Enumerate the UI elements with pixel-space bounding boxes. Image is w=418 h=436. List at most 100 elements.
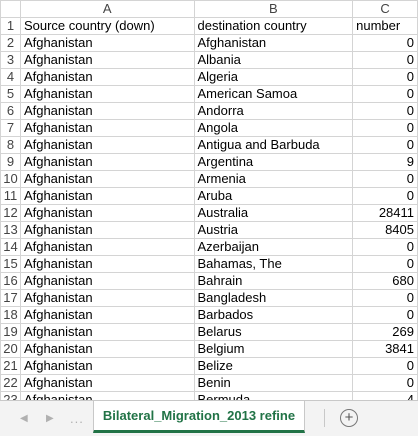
row-header[interactable]: 6 [0, 102, 21, 120]
table-cell[interactable]: 0 [352, 102, 418, 120]
row-header[interactable]: 16 [0, 272, 21, 290]
table-cell[interactable]: Afghanistan [19, 272, 195, 290]
row-header[interactable]: 14 [0, 238, 21, 256]
table-cell[interactable]: 0 [352, 374, 418, 392]
row-header[interactable]: 21 [0, 357, 21, 375]
row-header[interactable]: 19 [0, 323, 21, 341]
table-cell[interactable]: 0 [352, 357, 418, 375]
table-cell[interactable]: 4 [352, 391, 418, 400]
table-cell[interactable]: Afghanistan [19, 391, 195, 400]
table-cell[interactable]: Afghanistan [19, 51, 195, 69]
row-header[interactable]: 7 [0, 119, 21, 137]
table-cell[interactable]: 0 [352, 68, 418, 86]
column-header-a[interactable]: A [19, 0, 195, 18]
table-cell[interactable]: Antigua and Barbuda [193, 136, 354, 154]
table-cell[interactable]: 0 [352, 238, 418, 256]
table-cell[interactable]: Azerbaijan [193, 238, 354, 256]
table-cell[interactable]: 0 [352, 289, 418, 307]
row-header[interactable]: 3 [0, 51, 21, 69]
table-cell[interactable]: Afghanistan [19, 153, 195, 171]
table-cell[interactable]: Afghanistan [19, 204, 195, 222]
table-cell[interactable]: Afghanistan [19, 34, 195, 52]
table-cell[interactable]: Afghanistan [19, 289, 195, 307]
table-cell[interactable]: Bahamas, The [193, 255, 354, 273]
row-header[interactable]: 13 [0, 221, 21, 239]
table-cell[interactable]: Afghanistan [19, 136, 195, 154]
table-cell[interactable]: 0 [352, 170, 418, 188]
table-cell[interactable]: Afghanistan [19, 119, 195, 137]
table-cell[interactable]: Algeria [193, 68, 354, 86]
table-cell[interactable]: Andorra [193, 102, 354, 120]
table-cell[interactable]: Afghanistan [19, 187, 195, 205]
table-cell[interactable]: Belarus [193, 323, 354, 341]
row-header[interactable]: 23 [0, 391, 21, 400]
table-cell[interactable]: Afghanistan [19, 238, 195, 256]
row-header[interactable]: 2 [0, 34, 21, 52]
table-cell[interactable]: Australia [193, 204, 354, 222]
plus-circle-icon[interactable]: + [340, 409, 358, 427]
table-cell[interactable]: Bangladesh [193, 289, 354, 307]
row-header[interactable]: 1 [0, 17, 21, 35]
table-cell[interactable]: Belize [193, 357, 354, 375]
ellipsis-icon[interactable]: ... [70, 411, 84, 426]
table-cell[interactable]: Afghanistan [19, 102, 195, 120]
header-cell[interactable]: number [352, 17, 418, 35]
table-cell[interactable]: 9 [352, 153, 418, 171]
table-cell[interactable]: American Samoa [193, 85, 354, 103]
table-cell[interactable]: Benin [193, 374, 354, 392]
spreadsheet-grid[interactable]: A B C 1 Source country (down) destination … [0, 0, 418, 400]
table-cell[interactable]: 28411 [352, 204, 418, 222]
column-header-b[interactable]: B [193, 0, 354, 18]
row-header[interactable]: 9 [0, 153, 21, 171]
table-cell[interactable]: 0 [352, 255, 418, 273]
table-cell[interactable]: 0 [352, 85, 418, 103]
table-cell[interactable]: 3841 [352, 340, 418, 358]
table-cell[interactable]: Afghanistan [19, 68, 195, 86]
table-cell[interactable]: 0 [352, 136, 418, 154]
select-all-corner[interactable] [0, 0, 21, 18]
table-cell[interactable]: Afghanistan [193, 34, 354, 52]
table-cell[interactable]: Belgium [193, 340, 354, 358]
table-cell[interactable]: 8405 [352, 221, 418, 239]
table-cell[interactable]: Afghanistan [19, 340, 195, 358]
table-cell[interactable]: 0 [352, 306, 418, 324]
table-cell[interactable]: Afghanistan [19, 374, 195, 392]
row-header[interactable]: 5 [0, 85, 21, 103]
table-cell[interactable]: 269 [352, 323, 418, 341]
table-cell[interactable]: Albania [193, 51, 354, 69]
table-cell[interactable]: Bermuda [193, 391, 354, 400]
sheet-tab-active[interactable]: Bilateral_Migration_2013 refine [93, 401, 305, 433]
table-cell[interactable]: Bahrain [193, 272, 354, 290]
table-cell[interactable]: 0 [352, 51, 418, 69]
table-cell[interactable]: Afghanistan [19, 255, 195, 273]
row-header[interactable]: 4 [0, 68, 21, 86]
row-header[interactable]: 17 [0, 289, 21, 307]
table-cell[interactable]: Austria [193, 221, 354, 239]
table-cell[interactable]: Argentina [193, 153, 354, 171]
table-cell[interactable]: 0 [352, 187, 418, 205]
row-header[interactable]: 11 [0, 187, 21, 205]
table-cell[interactable]: Afghanistan [19, 221, 195, 239]
table-cell[interactable]: 680 [352, 272, 418, 290]
row-header[interactable]: 20 [0, 340, 21, 358]
table-cell[interactable]: Barbados [193, 306, 354, 324]
row-header[interactable]: 12 [0, 204, 21, 222]
header-cell[interactable]: destination country [193, 17, 354, 35]
column-header-c[interactable]: C [352, 0, 418, 18]
table-cell[interactable]: 0 [352, 34, 418, 52]
header-cell[interactable]: Source country (down) [19, 17, 195, 35]
table-cell[interactable]: Aruba [193, 187, 354, 205]
row-header[interactable]: 15 [0, 255, 21, 273]
table-cell[interactable]: Afghanistan [19, 306, 195, 324]
table-cell[interactable]: Armenia [193, 170, 354, 188]
table-cell[interactable]: Afghanistan [19, 357, 195, 375]
row-header[interactable]: 8 [0, 136, 21, 154]
triangle-left-icon[interactable]: ◀ [20, 413, 28, 424]
row-header[interactable]: 22 [0, 374, 21, 392]
table-cell[interactable]: Angola [193, 119, 354, 137]
row-header[interactable]: 18 [0, 306, 21, 324]
table-cell[interactable]: 0 [352, 119, 418, 137]
table-cell[interactable]: Afghanistan [19, 170, 195, 188]
triangle-right-icon[interactable]: ▶ [46, 413, 54, 424]
table-cell[interactable]: Afghanistan [19, 85, 195, 103]
